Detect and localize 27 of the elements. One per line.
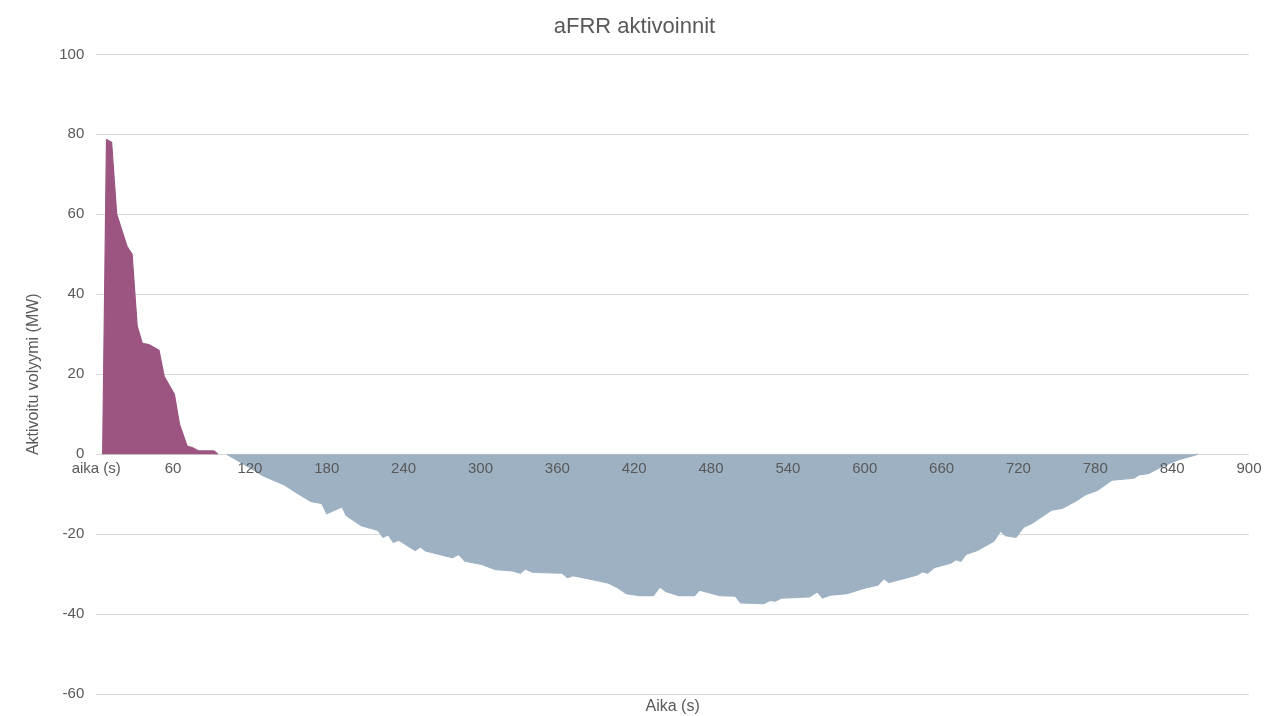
x-tick-label: 720 bbox=[1005, 459, 1031, 477]
y-tick-label: 80 bbox=[67, 124, 85, 142]
x-tick-label: 660 bbox=[929, 459, 955, 477]
y-tick-label: -40 bbox=[62, 604, 85, 622]
y-tick-label: 40 bbox=[67, 284, 85, 302]
y-tick-label: 60 bbox=[67, 204, 85, 222]
x-tick-label: aika (s) bbox=[71, 459, 121, 477]
x-tick-label: 360 bbox=[544, 459, 570, 477]
x-tick-label: 240 bbox=[391, 459, 417, 477]
x-tick-label: 60 bbox=[164, 459, 182, 477]
x-tick-label: 840 bbox=[1159, 459, 1185, 477]
x-axis-title: Aika (s) bbox=[645, 697, 700, 715]
y-tick-label: 0 bbox=[75, 444, 85, 462]
x-tick-label: 420 bbox=[621, 459, 647, 477]
x-tick-label: 300 bbox=[467, 459, 493, 477]
x-tick-label: 900 bbox=[1236, 459, 1262, 477]
x-tick-label: 540 bbox=[775, 459, 801, 477]
y-axis-title: Aktivoitu volyymi (MW) bbox=[24, 293, 42, 456]
x-tick-label: 180 bbox=[314, 459, 340, 477]
y-tick-label: 20 bbox=[67, 364, 85, 382]
chart-title: aFRR aktivoinnit bbox=[553, 13, 716, 39]
y-tick-label: -20 bbox=[62, 524, 85, 542]
x-tick-label: 780 bbox=[1082, 459, 1108, 477]
y-tick-label: 100 bbox=[59, 44, 85, 62]
x-tick-label: 480 bbox=[698, 459, 724, 477]
y-tick-label: -60 bbox=[62, 684, 85, 702]
x-tick-label: 600 bbox=[852, 459, 878, 477]
